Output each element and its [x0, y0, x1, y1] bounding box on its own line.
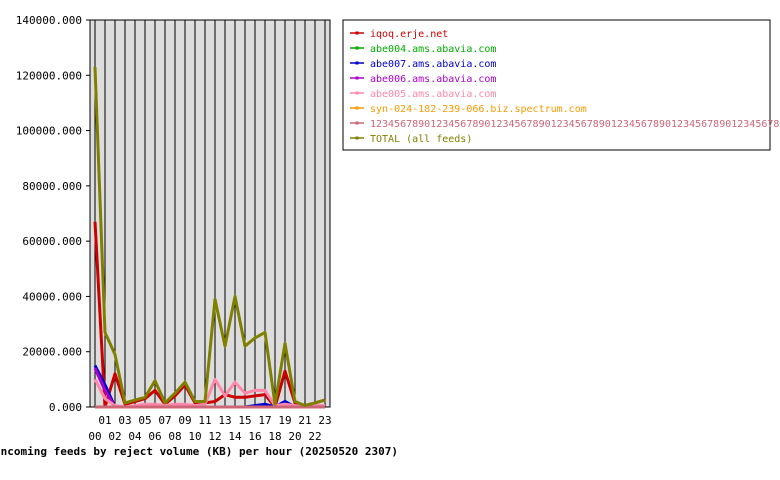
x-tick-label: 15 [238, 414, 251, 427]
legend-label: abe005.ams.abavia.com [370, 89, 496, 100]
x-tick-label: 09 [178, 414, 191, 427]
x-tick-label: 06 [148, 430, 161, 443]
x-tick-label: 00 [88, 430, 101, 443]
x-tick-label: 16 [248, 430, 261, 443]
y-axis-ticks: 0.000 20000.000 40000.000 60000.000 80000.00… [16, 14, 90, 414]
x-tick-label: 18 [268, 430, 281, 443]
legend-swatch-marker [355, 76, 359, 80]
x-tick-label: 03 [118, 414, 131, 427]
legend-label: syn-024-182-239-066.biz.spectrum.com [370, 104, 587, 115]
y-tick-label: 40000.000 [22, 290, 82, 303]
x-tick-label: 02 [108, 430, 121, 443]
legend-swatch-marker [355, 31, 359, 35]
y-tick-label: 80000.000 [22, 180, 82, 193]
legend-label: 1234567890123456789012345678901234567890… [370, 119, 780, 130]
legend-label: iqoq.erje.net [370, 29, 448, 40]
legend: iqoq.erje.net abe004.ams.abavia.com abe007… [350, 29, 780, 145]
y-tick-label: 100000.000 [16, 125, 82, 138]
legend-label: abe004.ams.abavia.com [370, 44, 496, 55]
legend-swatch-marker [355, 61, 359, 65]
x-tick-label: 08 [168, 430, 181, 443]
legend-swatch-marker [355, 46, 359, 50]
x-tick-label: 11 [198, 414, 211, 427]
x-tick-label: 10 [188, 430, 201, 443]
y-tick-label: 20000.000 [22, 346, 82, 359]
legend-label: abe007.ams.abavia.com [370, 59, 496, 70]
y-tick-label: 60000.000 [22, 235, 82, 248]
legend-swatch-marker [355, 106, 359, 110]
y-tick-label: 0.000 [49, 401, 82, 414]
y-tick-label: 120000.000 [16, 69, 82, 82]
series-line [93, 66, 326, 408]
x-tick-label: 01 [98, 414, 111, 427]
legend-swatch-marker [355, 121, 359, 125]
x-tick-label: 07 [158, 414, 171, 427]
x-tick-label: 19 [278, 414, 291, 427]
gridlines [94, 20, 326, 407]
x-tick-label: 23 [318, 414, 331, 427]
legend-swatch-marker [355, 91, 359, 95]
x-tick-label: 17 [258, 414, 271, 427]
legend-swatch-marker [355, 136, 359, 140]
y-tick-label: 140000.000 [16, 14, 82, 27]
x-axis-ticks: 00 01 02 03 04 05 06 07 08 09 10 11 12 13 14 15 16 17 18 19… [88, 414, 331, 443]
x-tick-label: 22 [308, 430, 321, 443]
legend-box [342, 19, 771, 151]
x-tick-label: 21 [298, 414, 311, 427]
x-tick-label: 12 [208, 430, 221, 443]
series-lines [93, 66, 326, 409]
x-tick-label: 04 [128, 430, 142, 443]
x-tick-label: 13 [218, 414, 231, 427]
chart-title: Incoming feeds by reject volume (KB) per… [0, 445, 398, 458]
legend-label: abe006.ams.abavia.com [370, 74, 496, 85]
x-tick-label: 20 [288, 430, 301, 443]
x-tick-label: 14 [228, 430, 242, 443]
x-tick-label: 05 [138, 414, 151, 427]
legend-label: TOTAL (all feeds) [370, 134, 472, 145]
